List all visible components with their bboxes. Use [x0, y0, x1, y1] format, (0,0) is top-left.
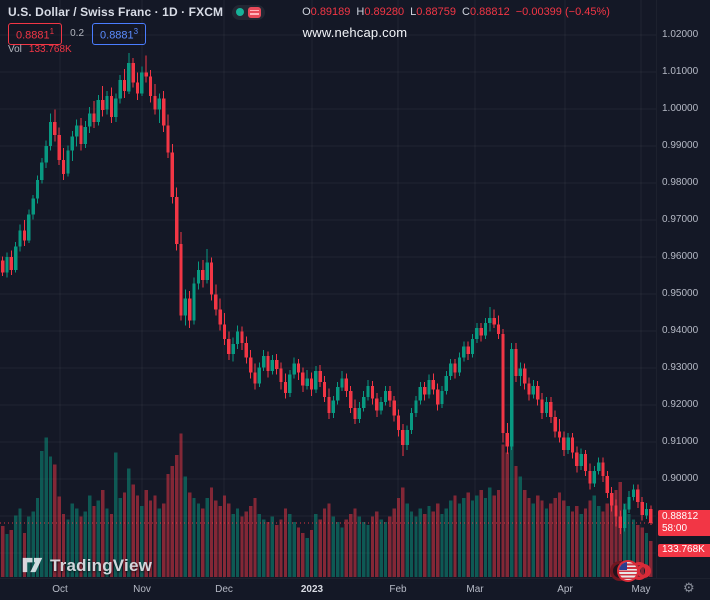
- ask-pipette: 3: [133, 27, 139, 36]
- price-axis-label: 0.96000: [662, 251, 699, 262]
- time-axis[interactable]: Oct Nov Dec 2023 Feb Mar Apr May: [0, 578, 710, 600]
- time-axis-label: 2023: [300, 584, 324, 595]
- price-axis[interactable]: 0.88812 58:00 133.768K 1.03000 1.02000 1.0…: [656, 0, 710, 578]
- price-axis-label: 1.03000: [662, 0, 698, 3]
- market-status-pill[interactable]: [232, 4, 266, 20]
- high-letter: H: [356, 6, 365, 18]
- tradingview-logo-icon: [22, 557, 43, 572]
- time-axis-label: Oct: [52, 584, 68, 595]
- watermark-text: www.nehcap.com: [302, 25, 408, 40]
- candlestick-chart-pane[interactable]: [0, 0, 656, 578]
- change-value: −0.00399 (−0.45%): [515, 6, 610, 18]
- low-value: 0.88759: [416, 6, 457, 18]
- bid-ask-row: 0.88811 0.2 0.88813: [8, 23, 147, 45]
- tradingview-logo-text: TradingView: [50, 556, 153, 575]
- price-axis-label: 0.93000: [662, 362, 699, 373]
- ask-price: 0.8881: [100, 29, 134, 42]
- bid-pipette: 1: [49, 27, 55, 36]
- time-axis-label: Nov: [133, 584, 151, 595]
- volume-axis-label: 133.768K: [658, 544, 710, 558]
- volume-legend[interactable]: Vol 133.768K: [8, 44, 72, 55]
- buy-ask-button[interactable]: 0.88813: [92, 23, 147, 45]
- price-axis-label: 0.90000: [662, 473, 699, 484]
- ohlc-readout: O0.89189 H0.89280 L0.88759 C0.88812 −0.0…: [302, 6, 610, 18]
- open-letter: O: [302, 6, 311, 18]
- close-value: 0.88812: [469, 6, 510, 18]
- spread-value: 0.2: [70, 28, 85, 40]
- last-price-value: 0.88812: [662, 510, 699, 522]
- market-open-dot-icon: [236, 8, 245, 16]
- price-axis-label: 0.94000: [662, 325, 699, 336]
- price-axis-label: 1.02000: [662, 29, 699, 40]
- price-axis-label: 0.98000: [662, 177, 699, 188]
- time-axis-label: Feb: [389, 584, 407, 595]
- volume-axis-value: 133.768K: [662, 544, 705, 556]
- price-axis-label: 0.99000: [662, 140, 699, 151]
- volume-label: Vol: [8, 44, 22, 55]
- price-axis-label: 0.97000: [662, 214, 699, 225]
- usd-flag-badge-icon: [610, 560, 652, 582]
- quote-list-icon: [248, 6, 262, 18]
- volume-value: 133.768K: [28, 44, 72, 55]
- price-axis-label: 1.00000: [662, 103, 699, 114]
- price-axis-label: 1.01000: [662, 66, 699, 77]
- symbol-title[interactable]: U.S. Dollar / Swiss Franc · 1D · FXCM: [8, 5, 224, 19]
- high-value: 0.89280: [364, 6, 405, 18]
- low-letter: L: [410, 6, 417, 18]
- time-axis-label: Apr: [557, 584, 573, 595]
- time-axis-label: May: [631, 584, 651, 595]
- tradingview-logo[interactable]: TradingView: [22, 556, 152, 576]
- price-axis-label: 0.91000: [662, 436, 699, 447]
- close-letter: C: [462, 6, 470, 18]
- price-axis-label: 0.92000: [662, 399, 699, 410]
- price-axis-label: 0.95000: [662, 288, 699, 299]
- chart-header: U.S. Dollar / Swiss Franc · 1D · FXCM O0…: [8, 4, 610, 20]
- bar-countdown: 58:00: [662, 522, 688, 534]
- open-value: 0.89189: [310, 6, 351, 18]
- last-price-label: 0.88812 58:00: [658, 509, 710, 536]
- bid-price: 0.8881: [16, 29, 50, 42]
- axis-settings-gear-icon[interactable]: ⚙: [683, 580, 695, 595]
- time-axis-label: Mar: [466, 584, 484, 595]
- time-axis-label: Dec: [215, 584, 233, 595]
- sell-bid-button[interactable]: 0.88811: [8, 23, 63, 45]
